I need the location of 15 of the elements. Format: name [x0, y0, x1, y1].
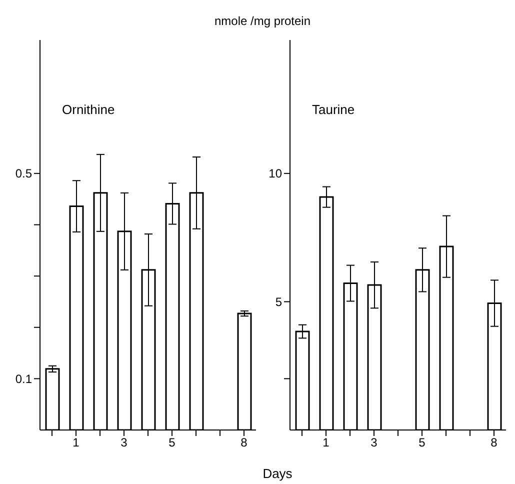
x-tick-label: 8	[490, 436, 498, 450]
x-axis-title: Days	[262, 466, 294, 481]
text: Taurine	[312, 102, 355, 117]
y-axis-title: nmole /mg protein	[213, 13, 312, 30]
y-tick-label: 0.5	[15, 166, 32, 181]
y-tick-label: 0.1	[15, 372, 32, 386]
y-tick-label: 10	[268, 166, 282, 181]
x-tick-label: 8	[240, 436, 248, 450]
x-tick-label: 3	[370, 436, 378, 450]
x-tick-label: 5	[418, 436, 426, 450]
x-tick-label: 1	[72, 436, 80, 450]
text: Ornithine	[62, 102, 115, 117]
x-tick-label: 5	[168, 436, 176, 450]
x-tick-label: 3	[120, 436, 128, 450]
x-tick-label: 1	[322, 436, 330, 450]
